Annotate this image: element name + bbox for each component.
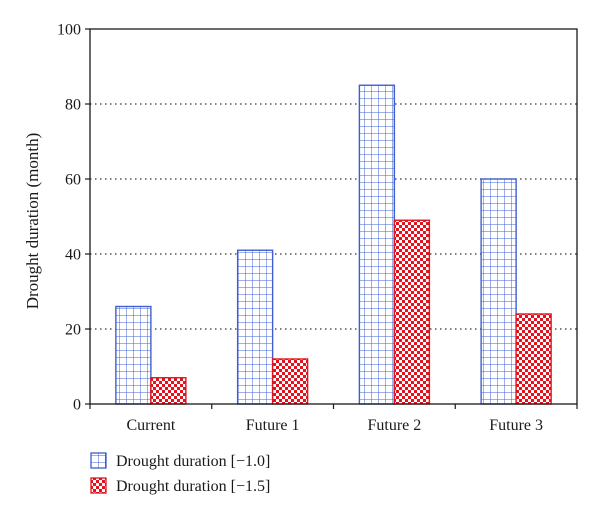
bar-series-2 (515, 313, 552, 405)
x-tick-label: Current (126, 417, 175, 434)
y-tick-label: 40 (65, 247, 81, 264)
legend: Drought duration [−1.0] Drought duration … (90, 452, 270, 495)
legend-swatch (90, 477, 107, 494)
y-tick-label: 60 (65, 172, 81, 189)
y-tick-label: 0 (73, 397, 81, 414)
plot-frame (89, 28, 578, 405)
bar-series-2 (393, 219, 431, 405)
legend-label: Drought duration [−1.5] (116, 478, 270, 495)
x-tick-label: Future 2 (367, 417, 421, 434)
bar-series-1 (236, 249, 274, 405)
axes (85, 28, 578, 409)
bar-series-2 (150, 377, 187, 405)
x-tick-label: Future 3 (489, 417, 543, 434)
y-axis-title: Drought duration (month) (23, 133, 42, 310)
x-tick-label: Future 1 (246, 417, 300, 434)
legend-swatch (90, 452, 107, 469)
bar-series-1 (115, 305, 152, 405)
tick-labels: 0 20 40 60 80 100 Current Future 1 Future 2 Futur… (57, 22, 543, 435)
bar-series-2 (271, 358, 309, 405)
y-tick-label: 80 (65, 97, 81, 114)
bars (115, 84, 552, 405)
legend-label: Drought duration [−1.0] (116, 453, 270, 470)
bar-series-1 (480, 178, 517, 405)
y-tick-label: 100 (57, 22, 81, 39)
y-tick-label: 20 (65, 322, 81, 339)
bar-series-1 (358, 84, 396, 405)
